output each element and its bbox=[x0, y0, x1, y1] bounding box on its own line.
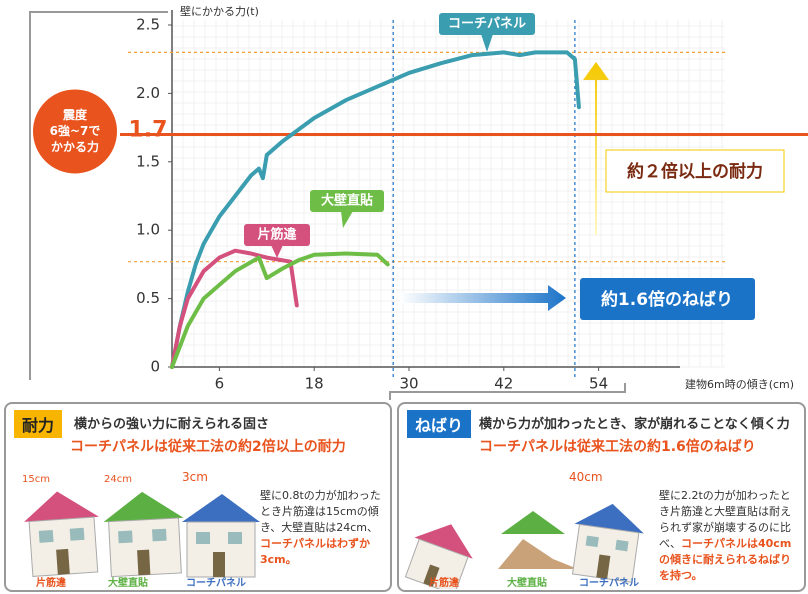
y-tick-label: 2.5 bbox=[136, 16, 160, 34]
series-line bbox=[170, 248, 299, 369]
badge: ねばり bbox=[407, 410, 472, 438]
houses bbox=[404, 503, 644, 589]
caption: 片筋違 bbox=[429, 578, 459, 589]
measure: 15cm bbox=[22, 474, 50, 485]
reference-label: 1.7 bbox=[129, 117, 168, 142]
annotation-box bbox=[580, 278, 755, 320]
y-tick-label: 0 bbox=[150, 358, 160, 376]
text: 壁に2.2tの力が加わったとき片筋違と大壁直貼は耐えられず家が崩壊するのに比べ、 bbox=[659, 489, 791, 550]
houses bbox=[24, 491, 260, 578]
y-axis-label: 壁にかかる力(t) bbox=[180, 4, 259, 18]
legend-pointer bbox=[271, 245, 283, 258]
caption: 片筋違 bbox=[36, 578, 66, 589]
text: コーチパネルはわずか3cm。 bbox=[260, 537, 370, 566]
x-tick-label: 54 bbox=[589, 375, 608, 393]
x-tick-label: 42 bbox=[494, 375, 513, 393]
description: 壁に0.8tの力が加わったとき片筋違は15cmの傾き、大壁直貼は24cm、コーチ… bbox=[260, 488, 382, 568]
annotation: 約1.6倍のねばり bbox=[601, 289, 733, 310]
y-tick-label: 2.0 bbox=[136, 84, 160, 102]
chart: 壁にかかる力(t) 建物6m時の傾き(cm) 約２倍以上の耐力 約1.6倍のねば… bbox=[29, 4, 808, 400]
annotation: 約２倍以上の耐力 bbox=[627, 161, 763, 182]
note-badge bbox=[33, 89, 117, 174]
text: 壁に0.8tの力が加わったとき片筋違は15cmの傾き、大壁直貼は24cm、 bbox=[260, 489, 381, 534]
caption: コーチパネル bbox=[579, 578, 639, 589]
caption: コーチパネル bbox=[186, 578, 246, 589]
legend-box bbox=[310, 190, 384, 212]
legend-label: 大壁直貼 bbox=[321, 193, 373, 209]
panel: ねばり 横から力が加わったとき、家が崩れることなく傾く力 コーチパネルは従来工法… bbox=[397, 402, 806, 592]
annotation-box bbox=[605, 149, 785, 193]
arrow bbox=[583, 62, 609, 235]
panel: 耐力 横からの強い力に耐えられる固さ コーチパネルは従来工法の約2倍以上の耐力 … bbox=[4, 402, 392, 592]
caption: 大壁直貼 bbox=[507, 578, 547, 589]
panel-subtitle: コーチパネルは従来工法の約1.6倍のねばり bbox=[479, 439, 756, 455]
panel-title: 横から力が加わったとき、家が崩れることなく傾く力 bbox=[479, 417, 790, 432]
y-tick-label: 1.5 bbox=[136, 152, 160, 170]
series-line bbox=[170, 251, 390, 369]
legend-pointer bbox=[341, 211, 353, 228]
note: 震度 bbox=[63, 107, 88, 122]
legend-box bbox=[244, 224, 310, 246]
text: コーチパネルは40cmの傾きに耐えられるねばりを持つ。 bbox=[659, 537, 792, 582]
x-axis-label: 建物6m時の傾き(cm) bbox=[685, 377, 794, 391]
x-tick-label: 18 bbox=[305, 375, 324, 393]
legend-label: 片筋違 bbox=[257, 227, 296, 243]
note: 6強~7で bbox=[50, 123, 101, 138]
description: 壁に2.2tの力が加わったとき片筋違と大壁直貼は耐えられず家が崩壊するのに比べ、… bbox=[659, 488, 795, 584]
panel-subtitle: コーチパネルは従来工法の約2倍以上の耐力 bbox=[70, 439, 346, 455]
y-tick-label: 1.0 bbox=[136, 221, 160, 239]
measure: 40cm bbox=[569, 470, 603, 484]
x-tick-label: 30 bbox=[399, 375, 418, 393]
measure: 24cm bbox=[104, 474, 132, 485]
panel-title: 横からの強い力に耐えられる固さ bbox=[74, 417, 270, 432]
connector bbox=[389, 383, 626, 400]
badge: 耐力 bbox=[14, 410, 63, 438]
series-line bbox=[170, 50, 581, 369]
legend-pointer bbox=[481, 34, 493, 52]
legend-box bbox=[439, 13, 535, 35]
y-tick-label: 0.5 bbox=[136, 289, 160, 307]
connector bbox=[29, 11, 168, 380]
x-tick-label: 6 bbox=[215, 375, 225, 393]
caption: 大壁直貼 bbox=[108, 578, 148, 589]
measure: 3cm bbox=[182, 470, 208, 484]
arrow bbox=[400, 285, 566, 311]
note: かかる力 bbox=[51, 139, 99, 154]
legend-label: コーチパネル bbox=[448, 17, 526, 32]
